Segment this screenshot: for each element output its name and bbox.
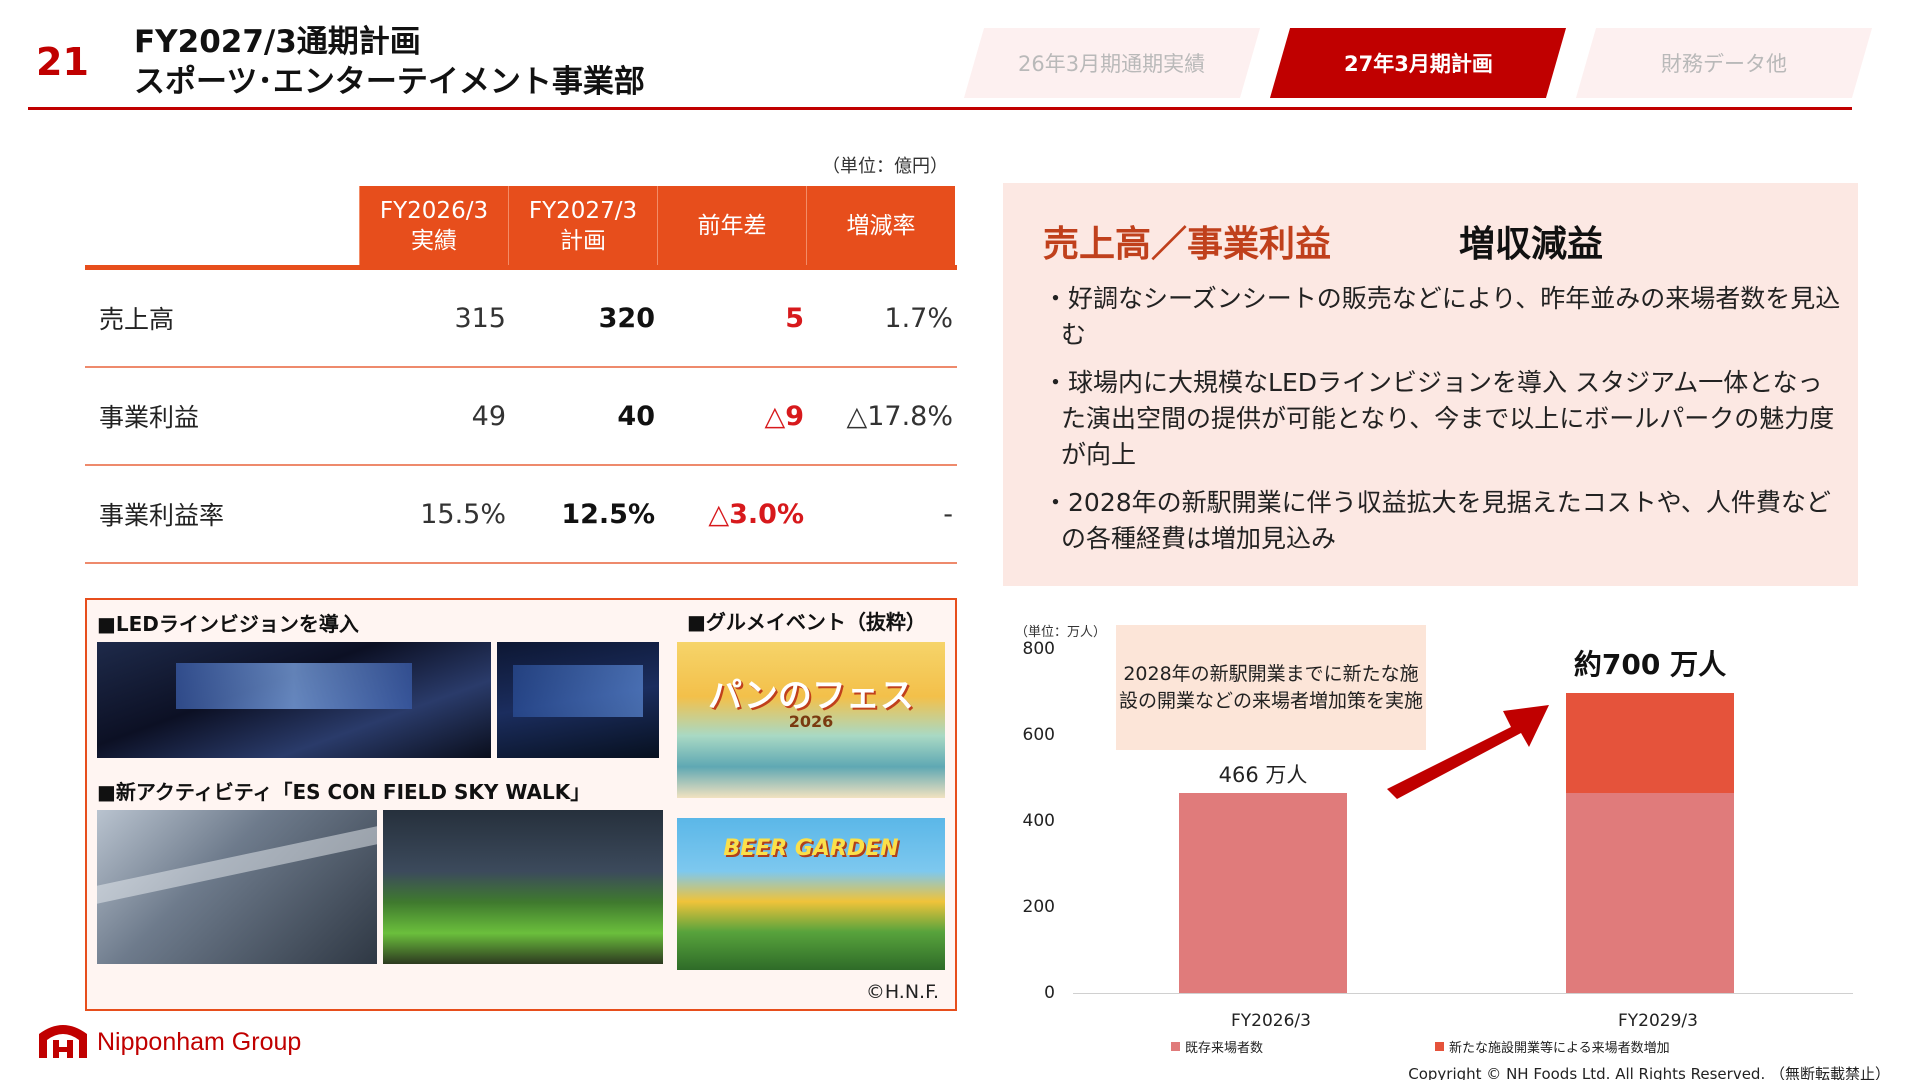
caption-led-vision: ■LEDラインビジョンを導入: [97, 612, 359, 636]
pan-fes-title: パンのフェス: [708, 676, 914, 716]
logo-text: Nipponham Group: [97, 1027, 302, 1056]
header-fy2026-actual: FY2026/3 実績: [359, 186, 508, 265]
header-yoy-diff: 前年差: [657, 186, 806, 265]
data-label-fy2026: 466 万人: [1218, 763, 1308, 788]
copyright-notice: Copyright © NH Foods Ltd. All Rights Res…: [1408, 1065, 1890, 1080]
chart-callout: 2028年の新駅開業までに新たな施設の開業などの来場者増加策を実施: [1116, 625, 1426, 750]
row-label: 事業利益: [99, 403, 200, 432]
caption-gourmet-event: ■グルメイベント（抜粋）: [687, 610, 926, 634]
bar-fy2029-existing: [1566, 793, 1734, 993]
cell-actual: 315: [454, 302, 506, 334]
growth-arrow-icon: [1387, 705, 1549, 799]
legend-swatch: [1435, 1042, 1444, 1051]
cell-diff: △9: [764, 400, 804, 432]
cell-rate: △17.8%: [846, 400, 953, 432]
row-label: 事業利益率: [99, 501, 225, 530]
tab-label: 26年3月期通期実績: [1018, 52, 1206, 76]
pan-fes-poster: パンのフェス 2026: [677, 642, 945, 798]
y-tick-label: 200: [1022, 897, 1055, 917]
cell-diff: 5: [785, 302, 804, 334]
pan-fes-year: 2026: [788, 712, 834, 731]
summary-bullet: 球場内に大規模なLEDラインビジョンを導入 スタジアム一体となった演出空間の提供…: [1043, 365, 1843, 473]
y-tick-label: 600: [1022, 725, 1055, 745]
tab-label: 27年3月期計画: [1343, 52, 1493, 76]
photo-credit: ©H.N.F.: [865, 981, 939, 1003]
cell-rate: 1.7%: [884, 302, 953, 334]
legend-swatch: [1171, 1042, 1180, 1051]
cell-diff: △3.0%: [708, 498, 804, 530]
tab-label: 財務データ他: [1661, 52, 1787, 76]
table-unit-label: （単位：億円）: [822, 156, 948, 177]
y-tick-label: 800: [1022, 639, 1055, 659]
tab-fy27-plan[interactable]: 27年3月期計画: [1269, 28, 1567, 98]
x-axis-line: [1073, 993, 1853, 994]
row-label: 売上高: [99, 305, 175, 334]
led-vision-photo-1: [97, 642, 491, 758]
section-tabs: 26年3月期通期実績 27年3月期計画 財務データ他: [963, 28, 1874, 98]
y-tick-label: 0: [1044, 983, 1055, 1003]
data-label-fy2029: 約700 万人: [1573, 647, 1727, 681]
header-fy2027-plan: FY2027/3 計画: [508, 186, 657, 265]
table-row-profit-margin: 事業利益率 15.5% 12.5% △3.0% -: [85, 466, 957, 564]
x-tick-label: FY2029/3: [1618, 1011, 1698, 1031]
sky-walk-photo-1: [97, 810, 377, 964]
caption-sky-walk: ■新アクティビティ「ES CON FIELD SKY WALK」: [97, 780, 591, 804]
table-row-sales: 売上高 315 320 5 1.7%: [85, 270, 957, 368]
cell-plan: 40: [617, 400, 655, 432]
page-title: FY2027/3通期計画 スポーツ･エンターテイメント事業部: [134, 22, 645, 102]
page-title-line1: FY2027/3通期計画: [134, 24, 421, 60]
header-change-rate: 増減率: [806, 186, 955, 265]
legend-new: 新たな施設開業等による来場者数増加: [1435, 1037, 1670, 1056]
visitor-chart: （単位：万人） 800 600 400 200 0 2028年の新駅開業までに新…: [1003, 615, 1873, 1065]
chart-unit-label: （単位：万人）: [1015, 625, 1107, 640]
cell-plan: 320: [598, 302, 655, 334]
summary-panel: 売上高／事業利益 増収減益 好調なシーズンシートの販売などにより、昨年並みの来場…: [1003, 183, 1858, 586]
bar-fy2026-existing: [1179, 793, 1347, 993]
cell-rate: -: [943, 498, 953, 530]
header-divider: [28, 107, 1852, 110]
table-row-operating-profit: 事業利益 49 40 △9 △17.8%: [85, 368, 957, 466]
beer-garden-title: BEER GARDEN: [723, 836, 899, 861]
y-tick-label: 400: [1022, 811, 1055, 831]
page-number: 21: [36, 40, 89, 84]
table-header-row: FY2026/3 実績 FY2027/3 計画 前年差 増減率: [85, 186, 957, 270]
led-vision-photo-2: [497, 642, 659, 758]
legend-existing: 既存来場者数: [1171, 1037, 1263, 1056]
tab-fy26-results[interactable]: 26年3月期通期実績: [963, 28, 1261, 98]
page-title-line2: スポーツ･エンターテイメント事業部: [134, 64, 645, 100]
sky-walk-photo-2: [383, 810, 663, 964]
tab-financial-data[interactable]: 財務データ他: [1575, 28, 1873, 98]
photo-panel: ■LEDラインビジョンを導入 ■グルメイベント（抜粋） パンのフェス 2026 …: [85, 598, 957, 1011]
summary-bullet: 好調なシーズンシートの販売などにより、昨年並みの来場者数を見込む: [1043, 281, 1843, 353]
nh-logo-icon: [39, 1025, 87, 1058]
summary-heading: 売上高／事業利益: [1043, 224, 1332, 265]
bar-fy2029-new: [1566, 692, 1734, 794]
summary-tag: 増収減益: [1459, 224, 1604, 265]
x-tick-label: FY2026/3: [1231, 1011, 1311, 1031]
cell-actual: 49: [471, 400, 506, 432]
company-logo: Nipponham Group: [35, 1020, 301, 1064]
cell-plan: 12.5%: [561, 498, 655, 530]
summary-bullet: 2028年の新駅開業に伴う収益拡大を見据えたコストや、人件費などの各種経費は増加…: [1043, 485, 1843, 557]
beer-garden-poster: BEER GARDEN: [677, 818, 945, 970]
cell-actual: 15.5%: [420, 498, 506, 530]
financial-table: FY2026/3 実績 FY2027/3 計画 前年差 増減率 売上高 315 32…: [85, 186, 957, 564]
summary-bullets: 好調なシーズンシートの販売などにより、昨年並みの来場者数を見込む 球場内に大規模…: [1043, 281, 1843, 569]
